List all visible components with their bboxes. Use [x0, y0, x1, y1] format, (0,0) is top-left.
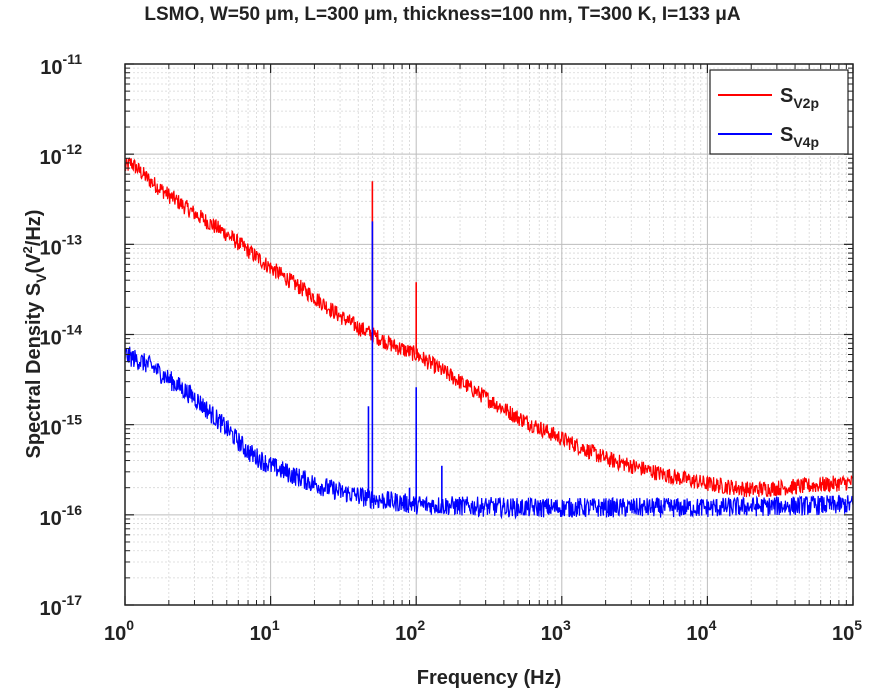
ticks-layer: [124, 63, 854, 606]
y-tick-label: 10-15: [40, 412, 83, 440]
legend-label-v4p: SV4p: [780, 124, 819, 150]
grid-minor: [125, 64, 853, 605]
x-tick-label: 101: [250, 617, 280, 645]
series-V4p-line: [124, 346, 854, 520]
y-tick-label: 10-13: [40, 231, 83, 259]
x-tick-label: 105: [832, 617, 862, 645]
x-tick-label: 102: [395, 617, 425, 645]
y-axis-title-sup: 2: [20, 246, 35, 253]
series-V2p-line: [124, 157, 854, 498]
legend: SV2p SV4p: [709, 69, 849, 155]
x-axis-title: Frequency (Hz): [417, 667, 561, 689]
y-axis-title-sub: V: [33, 273, 49, 283]
y-axis-title-rest: (V: [23, 253, 45, 274]
y-tick-label: 10-16: [40, 502, 83, 530]
y-tick-labels: 10-17 10-16 10-15 10-14 10-13 10-12 10-11: [40, 51, 83, 620]
legend-label-v2p-sub: V2p: [793, 95, 819, 111]
y-tick-label: 10-17: [40, 592, 83, 620]
x-tick-label: 104: [686, 617, 716, 645]
y-axis-title-main: Spectral Density S: [23, 283, 45, 459]
chart-title: LSMO, W=50 μm, L=300 μm, thickness=100 n…: [144, 4, 741, 25]
y-tick-label: 10-11: [40, 51, 82, 79]
legend-label-v2p: SV2p: [780, 85, 819, 111]
legend-box: [709, 69, 849, 155]
legend-label-v2p-main: S: [780, 85, 793, 107]
x-tick-labels: 100 101 102 103 104 105: [104, 617, 862, 645]
y-axis-title: Spectral Density SV(V2/Hz): [20, 210, 49, 459]
y-tick-label: 10-12: [40, 141, 83, 169]
y-axis-title-end: /Hz): [23, 210, 45, 247]
y-tick-label: 10-14: [40, 322, 83, 350]
legend-label-v4p-main: S: [780, 124, 793, 146]
legend-label-v4p-sub: V4p: [793, 134, 819, 150]
x-tick-label: 103: [541, 617, 571, 645]
x-tick-label: 100: [104, 617, 134, 645]
series-layer: [124, 157, 854, 520]
